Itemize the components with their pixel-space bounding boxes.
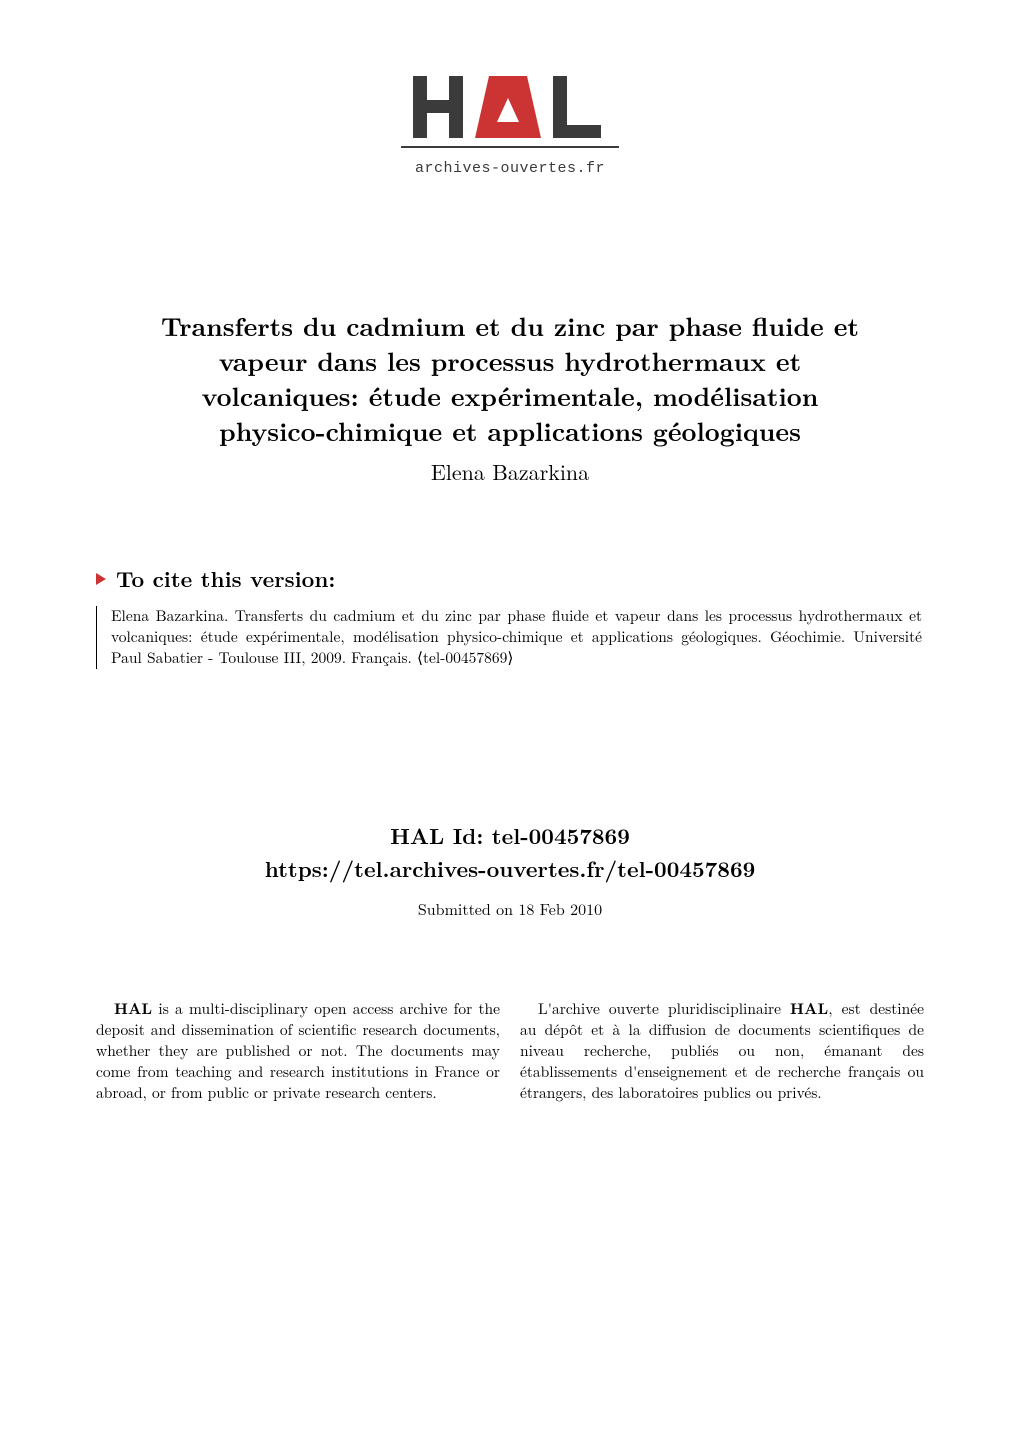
hal-bold-right: HAL <box>790 996 828 1019</box>
description-columns: HAL is a multi-disciplinary open access … <box>0 998 1020 1104</box>
submitted-date: Submitted on 18 Feb 2010 <box>0 897 1020 920</box>
author-name: Elena Bazarkina <box>90 456 930 487</box>
title-line-1: Transferts du cadmium et du zinc par pha… <box>161 307 859 344</box>
paper-title: Transferts du cadmium et du zinc par pha… <box>90 308 930 448</box>
right-text-pre: L'archive ouverte pluridisciplinaire <box>538 998 790 1019</box>
title-line-3: volcaniques: étude expérimentale, modéli… <box>202 377 819 414</box>
left-column-text: HAL is a multi-disciplinary open access … <box>96 998 500 1104</box>
right-column-text: L'archive ouverte pluridisciplinaire HAL… <box>520 998 924 1104</box>
right-column: L'archive ouverte pluridisciplinaire HAL… <box>520 998 924 1104</box>
title-line-2: vapeur dans les processus hydrothermaux … <box>219 342 802 379</box>
title-block: Transferts du cadmium et du zinc par pha… <box>0 308 1020 487</box>
header-logo-container: archives-ouvertes.fr <box>0 0 1020 198</box>
cite-heading: To cite this version: <box>116 563 335 594</box>
hal-bold-left: HAL <box>114 996 152 1019</box>
cite-heading-row: To cite this version: <box>96 563 922 594</box>
logo-subtext: archives-ouvertes.fr <box>415 160 605 177</box>
cite-block: To cite this version: Elena Bazarkina. T… <box>0 563 1020 669</box>
left-text-body: is a multi-disciplinary open access arch… <box>96 998 500 1103</box>
hal-logo-svg <box>395 68 625 158</box>
hal-url: https://tel.archives-ouvertes.fr/tel-004… <box>0 852 1020 885</box>
triangle-bullet-icon <box>96 573 106 585</box>
hal-logo: archives-ouvertes.fr <box>395 68 625 198</box>
title-line-4: physico-chimique et applications géologi… <box>219 412 801 449</box>
cite-body: Elena Bazarkina. Transferts du cadmium e… <box>96 606 922 669</box>
hal-id: HAL Id: tel-00457869 <box>0 819 1020 852</box>
hal-id-block: HAL Id: tel-00457869 https://tel.archive… <box>0 819 1020 920</box>
left-column: HAL is a multi-disciplinary open access … <box>96 998 500 1104</box>
